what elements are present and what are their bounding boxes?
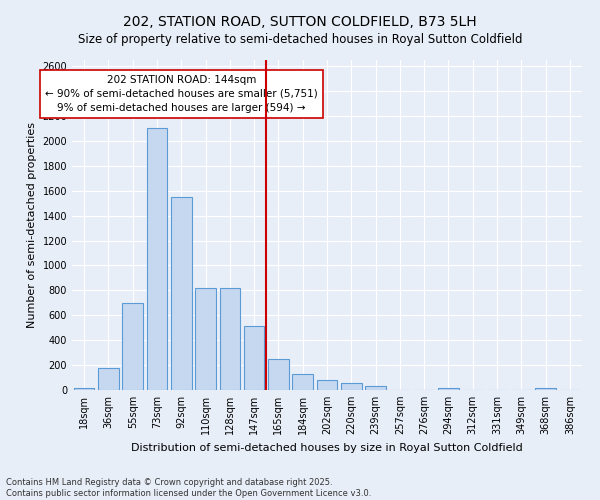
Bar (341, 382, 362, 390)
Text: 202, STATION ROAD, SUTTON COLDFIELD, B73 5LH: 202, STATION ROAD, SUTTON COLDFIELD, B73… (123, 15, 477, 29)
Bar (195, 288, 216, 390)
Y-axis label: Number of semi-detached properties: Number of semi-detached properties (27, 122, 37, 328)
Text: Contains HM Land Registry data © Crown copyright and database right 2025.
Contai: Contains HM Land Registry data © Crown c… (6, 478, 371, 498)
Bar (171, 197, 191, 390)
Bar (98, 368, 119, 390)
Bar (244, 326, 265, 390)
Bar (535, 388, 556, 390)
Text: 202 STATION ROAD: 144sqm
← 90% of semi-detached houses are smaller (5,751)
9% of: 202 STATION ROAD: 144sqm ← 90% of semi-d… (45, 75, 317, 113)
Bar (268, 359, 289, 390)
Bar (122, 303, 143, 390)
Bar (146, 128, 167, 390)
Bar (365, 386, 386, 390)
X-axis label: Distribution of semi-detached houses by size in Royal Sutton Coldfield: Distribution of semi-detached houses by … (131, 442, 523, 452)
Bar (292, 374, 313, 390)
Bar (220, 288, 240, 390)
Bar (317, 380, 337, 390)
Text: Size of property relative to semi-detached houses in Royal Sutton Coldfield: Size of property relative to semi-detach… (78, 32, 522, 46)
Bar (438, 388, 459, 390)
Bar (74, 388, 94, 390)
